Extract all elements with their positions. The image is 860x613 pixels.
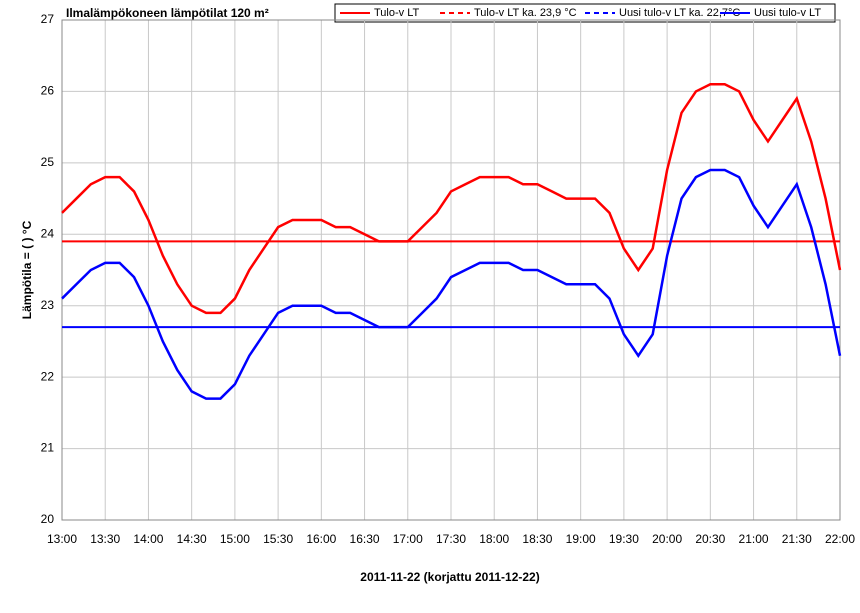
y-tick-label: 20 — [41, 512, 55, 526]
x-tick-label: 14:30 — [177, 532, 207, 546]
x-tick-label: 20:00 — [652, 532, 682, 546]
line-series — [61, 168, 842, 400]
x-tick-label: 14:00 — [133, 532, 163, 546]
x-tick-label: 20:30 — [695, 532, 725, 546]
x-tick-label: 16:00 — [306, 532, 336, 546]
chart-title: Ilmalämpökoneen lämpötilat 120 m² — [66, 6, 269, 20]
legend-label: Uusi tulo-v LT ka. 22,7°C — [619, 7, 740, 19]
x-tick-label: 15:00 — [220, 532, 250, 546]
x-axis-title: 2011-11-22 (korjattu 2011-12-22) — [360, 570, 539, 584]
line-series — [61, 83, 842, 315]
x-tick-label: 13:30 — [90, 532, 120, 546]
x-tick-label: 18:00 — [479, 532, 509, 546]
x-tick-label: 22:00 — [825, 532, 855, 546]
y-tick-label: 25 — [41, 155, 55, 169]
x-tick-label: 16:30 — [350, 532, 380, 546]
y-axis-title: Lämpötila = ( ) °C — [20, 220, 34, 319]
y-tick-label: 22 — [41, 369, 55, 383]
y-tick-label: 27 — [41, 12, 55, 26]
legend-label: Tulo-v LT — [374, 7, 420, 19]
x-tick-label: 17:00 — [393, 532, 423, 546]
x-tick-label: 21:00 — [739, 532, 769, 546]
y-tick-label: 24 — [41, 226, 55, 240]
y-tick-label: 23 — [41, 298, 55, 312]
x-tick-label: 17:30 — [436, 532, 466, 546]
y-tick-label: 21 — [41, 441, 55, 455]
x-tick-label: 18:30 — [522, 532, 552, 546]
legend-label: Tulo-v LT ka. 23,9 °C — [474, 7, 577, 19]
legend-label: Uusi tulo-v LT — [754, 7, 821, 19]
x-tick-label: 19:30 — [609, 532, 639, 546]
x-tick-label: 15:30 — [263, 532, 293, 546]
x-tick-label: 19:00 — [566, 532, 596, 546]
y-tick-label: 26 — [41, 84, 55, 98]
x-tick-label: 21:30 — [782, 532, 812, 546]
x-tick-label: 13:00 — [47, 532, 77, 546]
